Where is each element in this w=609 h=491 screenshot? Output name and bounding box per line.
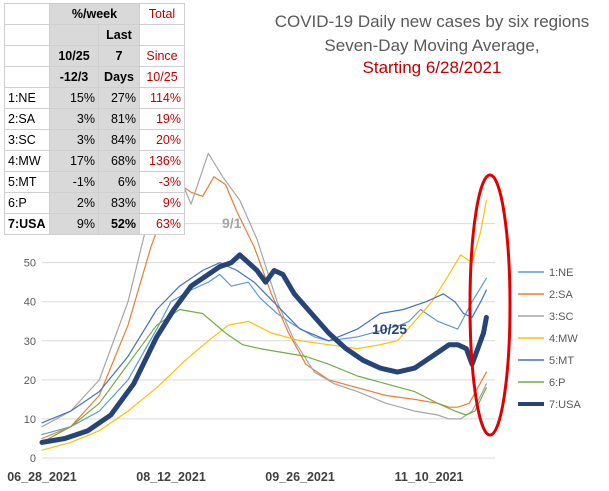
chart-title-line1: COVID-19 Daily new cases by six regions [274, 12, 590, 31]
row-total: 114% [139, 87, 185, 109]
legend-label-mt: 5:MT [549, 355, 574, 367]
row-week: 9% [49, 213, 99, 235]
legend-label-sa: 2:SA [549, 289, 574, 301]
series-line-sa [41, 176, 487, 440]
y-tick-labels: 0102030405060 [24, 219, 36, 465]
row-week: 3% [49, 129, 99, 151]
table-header-seven: 7 [98, 45, 140, 67]
series-line-ne [41, 273, 487, 436]
table-header-blank [4, 45, 50, 67]
chart-title-line3: Starting 6/28/2021 [362, 58, 502, 77]
annotation-10-25: 10/25 [372, 321, 407, 337]
stats-table: %/week Total Last 10/25 7 Since -12/3 Da… [4, 3, 185, 235]
table-header-pct-week: %/week [49, 3, 140, 25]
annotation-9-1: 9/1 [222, 215, 242, 231]
row-last7: 27% [98, 87, 140, 109]
row-total: 19% [139, 108, 185, 130]
table-header-blank [4, 3, 50, 25]
highlight-ellipse [468, 173, 512, 437]
row-region: 2:SA [4, 108, 50, 130]
table-header-row: Last [4, 24, 185, 46]
table-header-blank [139, 24, 185, 46]
table-header-range-b: -12/3 [49, 66, 99, 88]
table-row: 1:NE 15% 27% 114% [4, 87, 185, 109]
table-header-blank [49, 24, 99, 46]
table-row: 7:USA 9% 52% 63% [4, 213, 185, 235]
series-line-p [41, 308, 487, 443]
row-week: 3% [49, 108, 99, 130]
table-header-total: Total [139, 3, 185, 25]
table-row: 5:MT -1% 6% -3% [4, 171, 185, 193]
y-tick-label: 0 [30, 453, 36, 465]
legend-label-ne: 1:NE [549, 267, 573, 279]
y-tick-label: 40 [24, 297, 36, 309]
row-week: 2% [49, 192, 99, 214]
y-tick-label: 20 [24, 375, 36, 387]
row-last7: 52% [98, 213, 140, 235]
legend: 1:NE 2:SA 3:SC 4:MW 5:MT 6:P 7:USA [518, 267, 581, 411]
table-row: 2:SA 3% 81% 19% [4, 108, 185, 130]
legend-label-usa: 7:USA [549, 399, 581, 411]
legend-label-mw: 4:MW [549, 333, 578, 345]
table-header-range-a: 10/25 [49, 45, 99, 67]
series-line-mt [41, 262, 487, 424]
x-tick-label: 09_26_2021 [265, 470, 335, 484]
row-region: 5:MT [4, 171, 50, 193]
x-tick-label: 08_12_2021 [136, 470, 206, 484]
legend-label-p: 6:P [549, 377, 566, 389]
row-week: 17% [49, 150, 99, 172]
x-tick-label: 06_28_2021 [7, 470, 77, 484]
row-week: 15% [49, 87, 99, 109]
table-header-row: -12/3 Days 10/25 [4, 66, 185, 88]
row-total: 9% [139, 192, 185, 214]
row-last7: 68% [98, 150, 140, 172]
chart-title-line2: Seven-Day Moving Average, [324, 36, 540, 55]
y-tick-label: 30 [24, 336, 36, 348]
row-region: 6:P [4, 192, 50, 214]
table-header-blank [4, 66, 50, 88]
table-header-row: 10/25 7 Since [4, 45, 185, 67]
table-header-last: Last [98, 24, 140, 46]
table-row: 3:SC 3% 84% 20% [4, 129, 185, 151]
row-week: -1% [49, 171, 99, 193]
table-row: 6:P 2% 83% 9% [4, 192, 185, 214]
row-region: 3:SC [4, 129, 50, 151]
y-tick-label: 50 [24, 258, 36, 270]
legend-label-sc: 3:SC [549, 311, 574, 323]
table-header-since-date: 10/25 [139, 66, 185, 88]
series-line-mw [41, 199, 487, 451]
table-header-since: Since [139, 45, 185, 67]
table-header-row: %/week Total [4, 3, 185, 25]
x-tick-label: 11_10_2021 [395, 470, 464, 484]
x-tick-labels: 06_28_2021 08_12_2021 09_26_2021 11_10_2021 [7, 470, 463, 484]
series-line-usa [39, 252, 489, 445]
row-total: 63% [139, 213, 185, 235]
table-header-days: Days [98, 66, 140, 88]
row-total: 20% [139, 129, 185, 151]
row-last7: 84% [98, 129, 140, 151]
row-last7: 81% [98, 108, 140, 130]
row-region: 7:USA [4, 213, 50, 235]
row-total: -3% [139, 171, 185, 193]
row-last7: 6% [98, 171, 140, 193]
row-region: 4:MW [4, 150, 50, 172]
y-tick-label: 10 [24, 414, 36, 426]
table-header-blank [4, 24, 50, 46]
row-last7: 83% [98, 192, 140, 214]
row-region: 1:NE [4, 87, 50, 109]
row-total: 136% [139, 150, 185, 172]
table-row: 4:MW 17% 68% 136% [4, 150, 185, 172]
